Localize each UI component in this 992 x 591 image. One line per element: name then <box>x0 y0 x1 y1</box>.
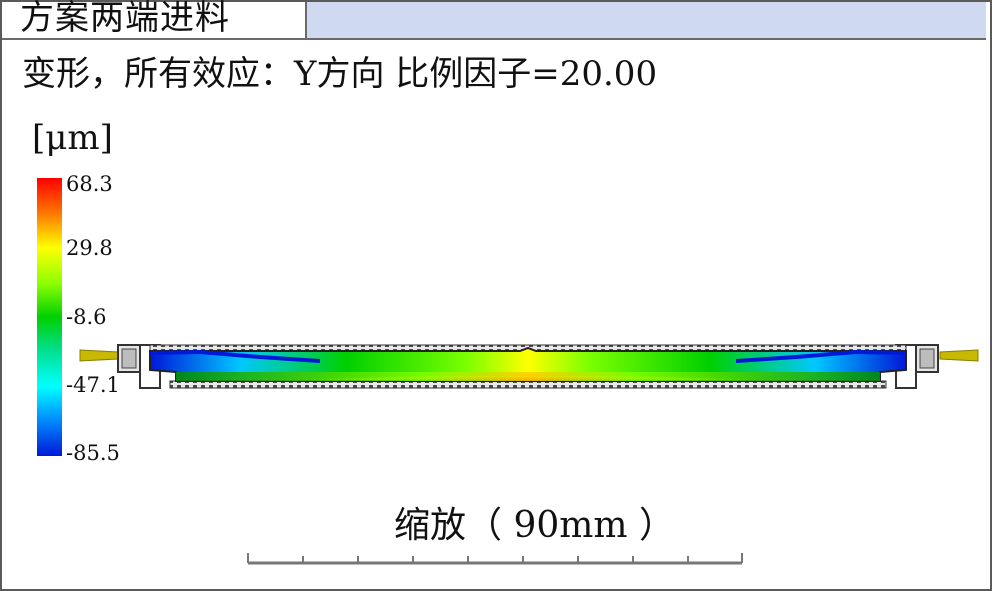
legend-label-min: -85.5 <box>66 441 120 465</box>
plot-subtitle: 变形，所有效应：Y方向 比例因子=20.00 <box>22 54 658 94</box>
legend-colorbar <box>37 178 62 456</box>
scale-bar-ticks <box>247 553 743 563</box>
gate-arrow-right-icon <box>939 349 979 362</box>
gate-arrow-left-icon <box>79 349 119 362</box>
legend-label-minus-8-6: -8.6 <box>66 305 107 329</box>
legend-unit: [μm] <box>32 118 113 158</box>
legend-label-max: 68.3 <box>66 172 113 196</box>
tab-title: 方案两端进料 <box>20 0 230 38</box>
scale-bar-label: 缩放（ 90mm ） <box>394 505 675 546</box>
lower-body-band <box>176 372 880 381</box>
title-bar: 方案两端进料 <box>2 0 986 40</box>
result-tab[interactable]: 方案两端进料 <box>2 0 307 38</box>
legend-label-29-8: 29.8 <box>66 236 113 260</box>
bottom-rib-strip <box>169 380 887 389</box>
legend-label-minus-47-1: -47.1 <box>66 373 120 397</box>
